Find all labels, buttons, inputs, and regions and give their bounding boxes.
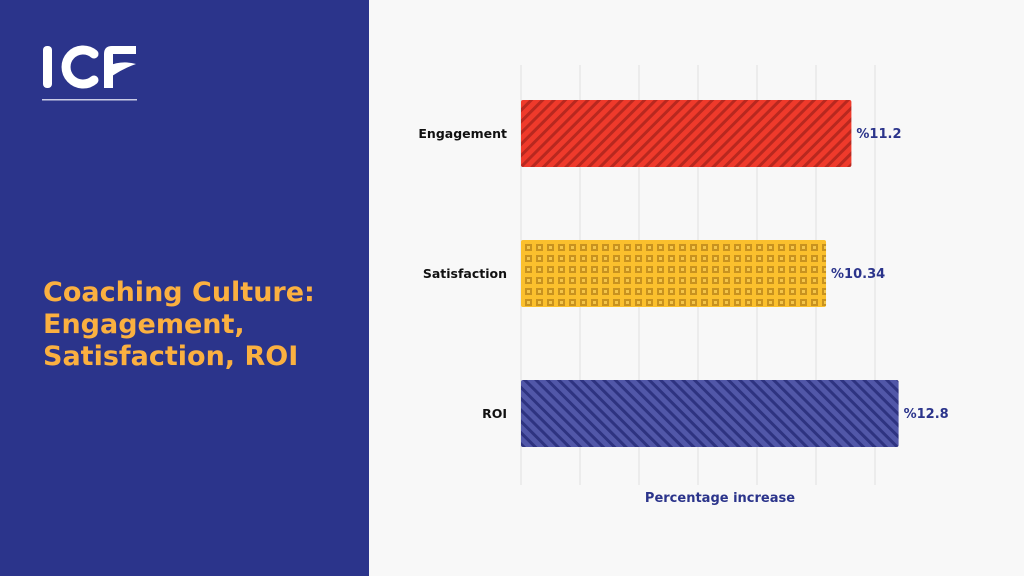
icf-logo: [42, 45, 137, 101]
category-label: Engagement: [418, 126, 507, 141]
bar-satisfaction: [521, 240, 827, 307]
bar-roi: [521, 380, 899, 447]
bar-chart: Engagement %11.2 Satisfaction %10.34 ROI %12.…: [418, 65, 949, 506]
value-label: %11.2: [856, 127, 901, 142]
category-label: ROI: [482, 406, 507, 421]
category-label: Satisfaction: [423, 266, 507, 281]
value-label: %10.34: [831, 267, 885, 282]
bar-engagement: [521, 100, 852, 167]
value-label: %12.8: [904, 407, 949, 422]
page-title: Coaching Culture: Engagement, Satisfacti…: [43, 277, 315, 372]
x-axis-label: Percentage increase: [645, 491, 795, 506]
sidebar: Coaching Culture: Engagement, Satisfacti…: [0, 0, 369, 576]
